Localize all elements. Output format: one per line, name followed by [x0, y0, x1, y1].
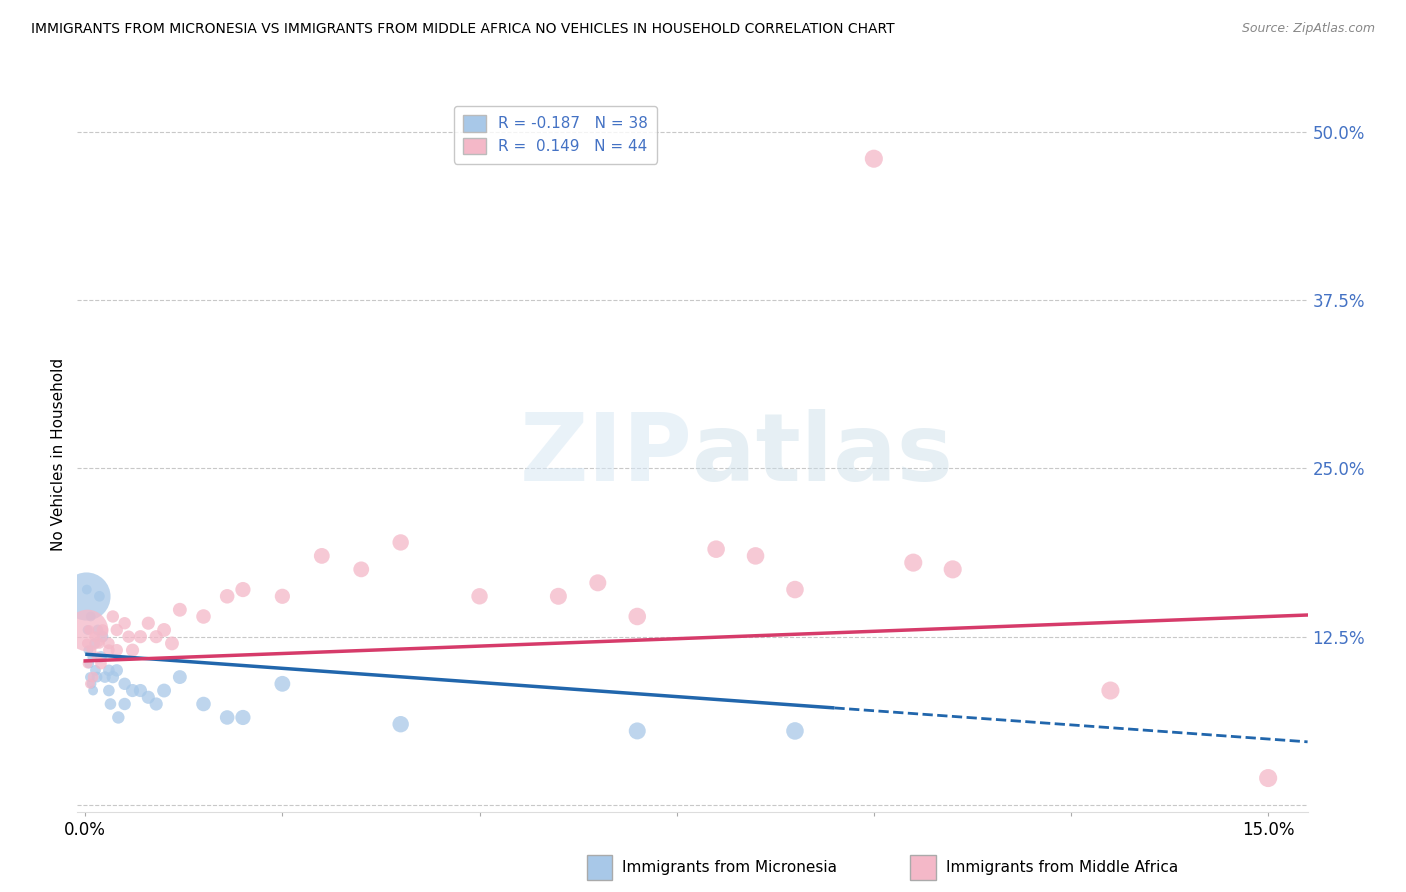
Point — [271, 677, 294, 691]
Point — [90, 657, 112, 671]
Point — [114, 697, 136, 711]
Point — [79, 670, 101, 684]
Point — [193, 697, 215, 711]
Point — [942, 562, 965, 576]
Point — [91, 623, 114, 637]
Point — [350, 562, 373, 576]
Point — [87, 623, 110, 637]
Point — [76, 623, 98, 637]
Point — [863, 152, 886, 166]
Point — [76, 582, 98, 597]
Point — [82, 670, 104, 684]
Point — [468, 589, 491, 603]
Point — [129, 630, 152, 644]
Point — [97, 664, 120, 678]
Point — [153, 623, 176, 637]
Point — [105, 664, 128, 678]
Point — [114, 616, 136, 631]
Point — [169, 670, 191, 684]
Text: Immigrants from Micronesia: Immigrants from Micronesia — [623, 860, 837, 874]
Y-axis label: No Vehicles in Household: No Vehicles in Household — [51, 359, 66, 551]
Point — [76, 623, 98, 637]
Point — [97, 643, 120, 657]
Point — [121, 643, 143, 657]
Text: IMMIGRANTS FROM MICRONESIA VS IMMIGRANTS FROM MIDDLE AFRICA NO VEHICLES IN HOUSE: IMMIGRANTS FROM MICRONESIA VS IMMIGRANTS… — [31, 22, 894, 37]
Point — [1257, 771, 1279, 785]
Point — [105, 623, 128, 637]
Point — [79, 677, 101, 691]
Point — [626, 609, 648, 624]
Point — [105, 643, 128, 657]
Point — [107, 710, 129, 724]
Point — [160, 636, 183, 650]
Point — [903, 556, 925, 570]
Point — [89, 636, 111, 650]
Point — [121, 683, 143, 698]
Text: ZIP: ZIP — [520, 409, 693, 501]
Point — [744, 549, 766, 563]
Point — [145, 630, 167, 644]
Point — [145, 697, 167, 711]
Point — [82, 649, 104, 664]
Point — [547, 589, 569, 603]
Point — [77, 657, 100, 671]
Point — [101, 670, 124, 684]
Point — [80, 643, 103, 657]
Point — [389, 717, 412, 731]
Point — [311, 549, 333, 563]
Point — [114, 677, 136, 691]
Point — [129, 683, 152, 698]
Text: Immigrants from Middle Africa: Immigrants from Middle Africa — [946, 860, 1178, 874]
Point — [83, 636, 105, 650]
Point — [217, 589, 239, 603]
Point — [97, 636, 120, 650]
Point — [76, 636, 98, 650]
Point — [217, 710, 239, 724]
Point — [232, 710, 254, 724]
Text: Source: ZipAtlas.com: Source: ZipAtlas.com — [1241, 22, 1375, 36]
Point — [169, 603, 191, 617]
Point — [136, 690, 159, 705]
Point — [97, 683, 120, 698]
Point — [77, 623, 100, 637]
Legend: R = -0.187   N = 38, R =  0.149   N = 44: R = -0.187 N = 38, R = 0.149 N = 44 — [454, 106, 658, 163]
Point — [101, 609, 124, 624]
Point — [91, 630, 114, 644]
Point — [704, 542, 727, 557]
Point — [86, 649, 108, 664]
Point — [389, 535, 412, 549]
Point — [75, 589, 97, 603]
Point — [586, 575, 609, 590]
Point — [83, 630, 105, 644]
Point — [626, 723, 648, 738]
Text: atlas: atlas — [693, 409, 953, 501]
Point — [232, 582, 254, 597]
Point — [100, 697, 122, 711]
Point — [193, 609, 215, 624]
Point — [80, 609, 103, 624]
Point — [76, 657, 98, 671]
Point — [80, 677, 103, 691]
Point — [84, 664, 107, 678]
Point — [1099, 683, 1122, 698]
Point — [136, 616, 159, 631]
Point — [153, 683, 176, 698]
Point — [90, 649, 112, 664]
Point — [94, 670, 117, 684]
Point — [271, 589, 294, 603]
Point — [117, 630, 139, 644]
Point — [783, 723, 806, 738]
Point — [77, 643, 100, 657]
Point — [783, 582, 806, 597]
Point — [89, 589, 111, 603]
Point — [86, 670, 108, 684]
Point — [82, 683, 104, 698]
